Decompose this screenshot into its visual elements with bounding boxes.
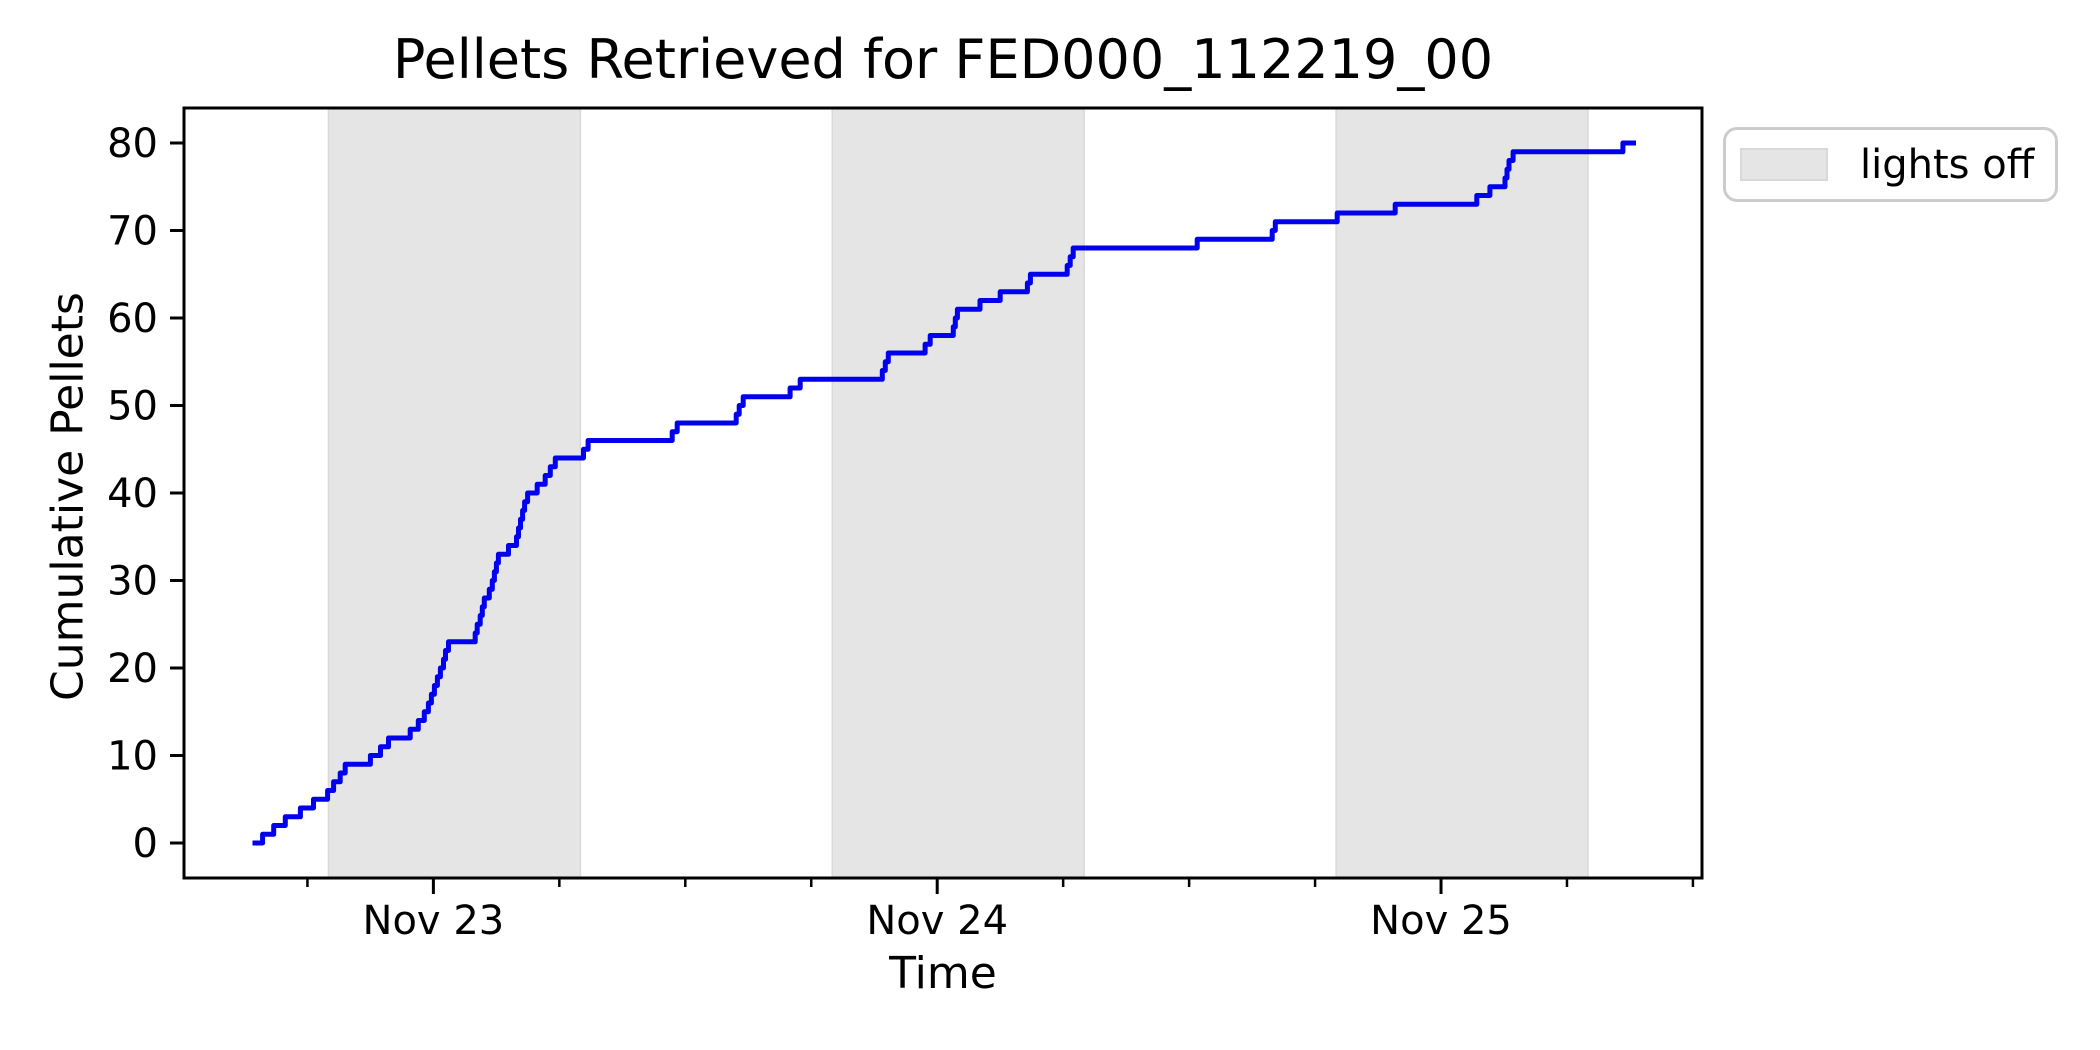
x-tick-label: Nov 23	[363, 898, 505, 944]
legend: lights off	[1723, 127, 2058, 202]
pellets-step-line	[252, 140, 1636, 846]
y-tick-label: 50	[107, 384, 158, 430]
y-tick-label: 40	[107, 471, 158, 517]
y-tick-label: 30	[107, 559, 158, 605]
y-tick-label: 0	[133, 821, 158, 867]
y-tick-label: 10	[107, 734, 158, 780]
y-tick-label: 80	[107, 121, 158, 167]
y-tick-label: 70	[107, 209, 158, 255]
y-axis-label: Cumulative Pellets	[42, 292, 94, 701]
x-tick-label: Nov 24	[866, 898, 1008, 944]
lights-off-band	[831, 107, 1085, 879]
chart-title: Pellets Retrieved for FED000_112219_00	[392, 28, 1494, 91]
legend-lights-off-swatch	[1740, 148, 1828, 181]
y-tick-label: 20	[107, 646, 158, 692]
y-tick-label: 60	[107, 296, 158, 342]
x-axis-label: Time	[889, 948, 997, 999]
legend-lights-off-label: lights off	[1860, 141, 2035, 188]
x-tick-label: Nov 25	[1370, 898, 1512, 944]
lights-off-band	[1335, 107, 1589, 879]
